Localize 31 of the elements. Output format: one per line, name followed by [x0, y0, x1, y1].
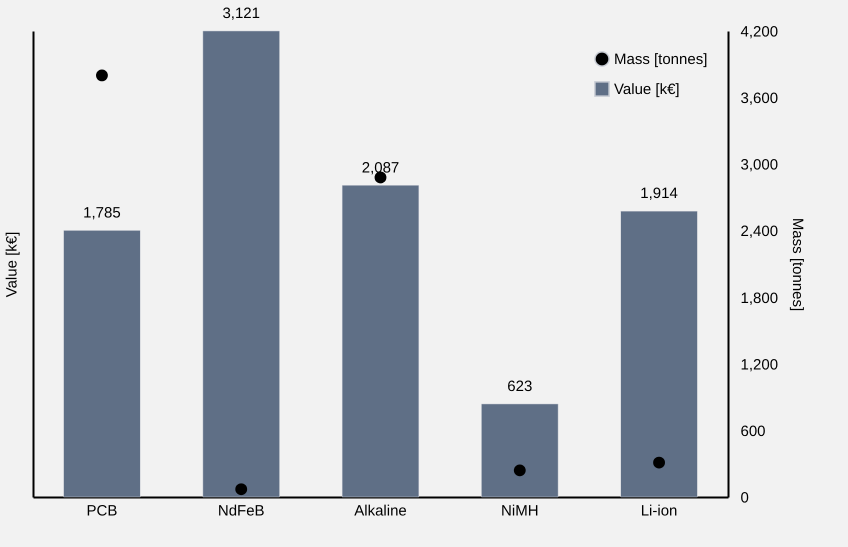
bar — [481, 404, 558, 498]
y2-tick-label: 0 — [740, 490, 749, 506]
bar — [63, 230, 140, 498]
y2-tick-label: 1,800 — [740, 290, 778, 307]
y-axis-title: Value [k€] — [4, 232, 20, 298]
bar — [202, 30, 280, 498]
point — [235, 483, 248, 496]
data-label: 2,087 — [362, 159, 400, 176]
data-label: 1,914 — [640, 185, 678, 202]
bar — [342, 185, 420, 498]
legend-label: Value [k€] — [614, 81, 680, 98]
y2-axis-title: Mass [tonnes] — [789, 218, 806, 312]
data-label: 3,121 — [222, 5, 260, 22]
point — [96, 69, 108, 82]
data-label: 1,785 — [83, 204, 121, 222]
y2-tick-label: 4,200 — [740, 24, 778, 40]
x-tick-label: PCB — [86, 502, 118, 520]
legend-label: Mass [tonnes] — [614, 51, 708, 68]
x-tick-label: NiMH — [501, 502, 539, 520]
x-tick-label: Li-ion — [640, 502, 678, 520]
x-tick-label: Alkaline — [354, 502, 407, 520]
point — [653, 456, 665, 469]
y2-tick-label: 2,400 — [740, 223, 778, 240]
y2-tick-label: 600 — [740, 422, 766, 440]
y2-tick-label: 3,600 — [740, 90, 778, 108]
y2-tick-label: 1,200 — [740, 356, 778, 374]
x-tick-label: NdFeB — [218, 502, 265, 520]
y2-tick-label: 3,000 — [740, 156, 778, 174]
point — [514, 464, 526, 476]
bar — [620, 210, 698, 498]
data-label: 623 — [507, 378, 532, 395]
